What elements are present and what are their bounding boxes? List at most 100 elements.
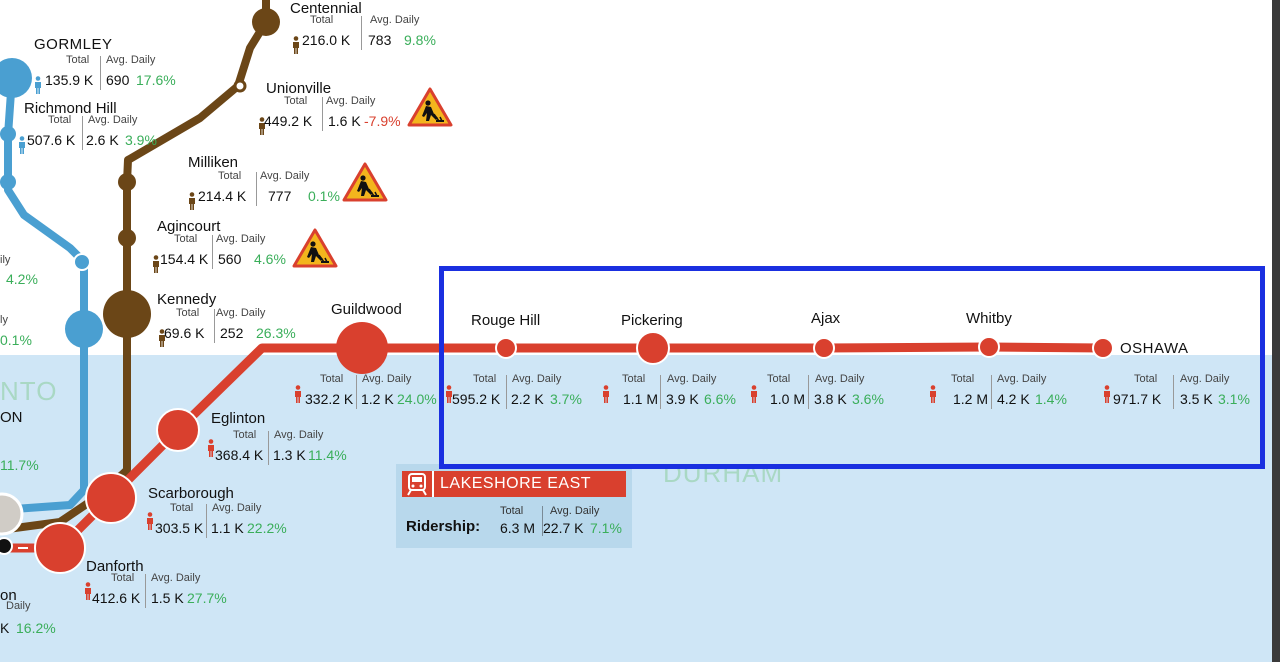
edge-label-avg: Daily [6,600,31,612]
avg-value: 252 [220,325,244,341]
avg-value: 777 [268,188,292,204]
station-name-agincourt[interactable]: Agincourt [157,218,221,235]
rider-icon [930,385,936,403]
rider-icon [35,76,41,94]
label-avg-daily: Avg. Daily [667,373,717,385]
avg-value: 3.8 K [814,391,847,407]
stats-guildwood: Total Avg. Daily 332.2 K 1.2 K 24.0% [294,373,444,417]
avg-value: 1.3 K [273,447,306,463]
divider [1173,375,1174,409]
station-dot-eglinton [156,408,200,452]
total-value: 303.5 K [155,520,204,536]
legend-avg-value: 22.7 K [543,520,584,536]
station-dot-centennial [252,8,280,36]
label-total: Total [622,373,646,385]
station-name-danforth[interactable]: Danforth [86,558,144,575]
window-edge [1272,0,1280,662]
station-name-centennial[interactable]: Centennial [290,0,362,17]
stats-pickering: Total Avg. Daily 1.1 M 3.9 K 6.6% [602,373,752,417]
rider-icon [603,385,609,403]
label-avg-daily: Avg. Daily [512,373,562,385]
label-avg-daily: Avg. Daily [212,502,262,514]
selection-highlight-box [439,266,1265,469]
lake-ontario [0,355,1272,662]
station-name-kennedy[interactable]: Kennedy [157,291,217,308]
divider [212,235,213,269]
label-total: Total [473,373,497,385]
total-value: 1.2 M [953,391,989,407]
station-dot-langstaff [0,174,16,190]
rider-icon [295,385,301,403]
total-value: 216.0 K [302,32,351,48]
station-name-whitby[interactable]: Whitby [966,310,1012,327]
stats-whitby: Total Avg. Daily 1.2 M 4.2 K 1.4% [929,373,1079,417]
total-value: 135.9 K [45,72,94,88]
label-total: Total [284,95,308,107]
pct-change: 3.6% [852,391,884,407]
label-total: Total [310,14,334,26]
station-dot-pickering [636,331,670,365]
divider [356,375,357,409]
station-name-scarborough[interactable]: Scarborough [148,485,234,502]
station-name-ajax[interactable]: Ajax [811,310,841,327]
station-dot-small-partial [0,537,13,555]
stats-oshawa: Total Avg. Daily 971.7 K 3.5 K 3.1% [1103,373,1263,417]
pct-change: 26.3% [256,325,296,341]
edge-station-name: ON [0,409,23,426]
stats-kennedy: Total Avg. Daily 69.6 K 252 26.3% [158,307,318,351]
station-name-rouge-hill[interactable]: Rouge Hill [471,312,541,329]
construction-warning-icon[interactable] [292,228,338,268]
station-name-pickering[interactable]: Pickering [621,312,683,329]
label-total: Total [176,307,200,319]
total-value: 595.2 K [452,391,501,407]
station-name-unionville[interactable]: Unionville [266,80,332,97]
edge-pct: 0.1% [0,332,32,348]
station-name-guildwood[interactable]: Guildwood [331,301,402,318]
avg-value: 783 [368,32,392,48]
construction-warning-icon[interactable] [407,87,453,127]
pct-change: 4.6% [254,251,286,267]
label-avg-daily: Avg. Daily [815,373,865,385]
region-label-durham: DURHAM [663,458,784,488]
rider-icon [19,136,25,154]
edge-label-avg: ily [0,254,11,266]
region-label-toronto: NTO [0,376,58,406]
avg-value: 1.6 K [328,113,361,129]
station-dot-rouge-hill [495,337,517,359]
label-total: Total [48,114,72,126]
stats-centennial: Total Avg. Daily 216.0 K 783 9.8% [292,14,452,58]
pct-change: 9.8% [404,32,436,48]
station-name-richmond-hill[interactable]: Richmond Hill [24,100,117,117]
divider [82,116,83,150]
construction-warning-icon[interactable] [342,162,388,202]
label-total: Total [111,572,135,584]
rider-icon [751,385,757,403]
station-name-gormley[interactable]: GORMLEY [34,36,113,53]
station-dot-union-partial [0,492,24,536]
rider-icon [147,512,153,530]
divider [542,506,543,536]
station-name-eglinton[interactable]: Eglinton [211,410,266,427]
total-value: 1.0 M [770,391,806,407]
total-value: 507.6 K [27,132,76,148]
rider-icon [208,439,214,457]
avg-value: 1.1 K [211,520,244,536]
stats-richmond-hill: Total Avg. Daily 507.6 K 2.6 K 3.9% [18,114,178,158]
divider [808,375,809,409]
label-avg-daily: Avg. Daily [216,233,266,245]
total-value: 154.4 K [160,251,209,267]
station-name-oshawa[interactable]: OSHAWA [1120,340,1189,357]
label-total: Total [66,54,90,66]
station-dot-oshawa [1092,337,1114,359]
label-total: Total [1134,373,1158,385]
station-name-milliken[interactable]: Milliken [188,154,239,171]
pct-change: 17.6% [136,72,176,88]
divider [991,375,992,409]
label-avg-daily: Avg. Daily [326,95,376,107]
line-legend: LAKESHORE EAST Ridership: Total Avg. Dai… [396,464,632,548]
label-avg-daily: Avg. Daily [550,505,600,517]
station-dot-milliken [118,173,136,191]
stats-eglinton: Total Avg. Daily 368.4 K 1.3 K 11.4% [207,429,367,473]
avg-value: 1.2 K [361,391,394,407]
total-value: 368.4 K [215,447,264,463]
